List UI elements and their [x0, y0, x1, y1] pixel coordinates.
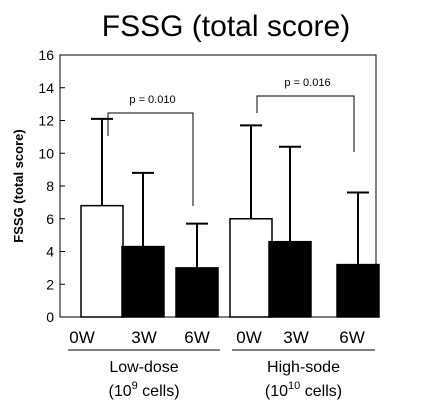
group-sublabel: (109 cells) [108, 380, 179, 400]
y-tick-label: 2 [46, 276, 54, 292]
group-label: High-sode [267, 359, 340, 376]
category-label: 0W [236, 328, 262, 347]
bar [229, 218, 273, 318]
category-label: 3W [283, 328, 309, 347]
significance-bracket [107, 112, 194, 206]
group-labels: Low-dose (109 cells) High-sode (1010 cells) [68, 349, 375, 400]
category-label: 6W [184, 328, 210, 347]
significance-bracket [256, 95, 355, 152]
bar [336, 263, 380, 318]
y-tick-label: 16 [38, 47, 54, 63]
y-tick-label: 14 [38, 80, 54, 96]
y-axis-ticks: 0 2 4 6 8 10 12 14 16 [38, 47, 65, 325]
bar [80, 204, 124, 318]
bars [80, 204, 380, 318]
y-tick-label: 12 [38, 113, 54, 129]
y-axis-label: FSSG (total score) [11, 129, 26, 242]
group-sublabel: (1010 cells) [265, 380, 342, 400]
error-bars [91, 117, 369, 268]
bar [175, 267, 219, 318]
category-label: 0W [69, 328, 95, 347]
group-label: Low-dose [109, 359, 178, 376]
p-value-label: p = 0.016 [284, 77, 330, 89]
y-tick-label: 0 [46, 309, 54, 325]
y-tick-label: 8 [46, 178, 54, 194]
chart-title: FSSG (total score) [102, 10, 350, 43]
y-tick-label: 4 [46, 244, 54, 260]
bar [268, 240, 312, 318]
bar [121, 245, 165, 318]
significance-annotations: p = 0.010 p = 0.016 [107, 77, 355, 206]
category-labels: 0W 3W 6W 0W 3W 6W [69, 328, 365, 347]
y-tick-label: 6 [46, 211, 54, 227]
category-label: 3W [131, 328, 157, 347]
category-label: 6W [339, 328, 365, 347]
y-tick-label: 10 [38, 145, 54, 161]
p-value-label: p = 0.010 [129, 94, 175, 106]
